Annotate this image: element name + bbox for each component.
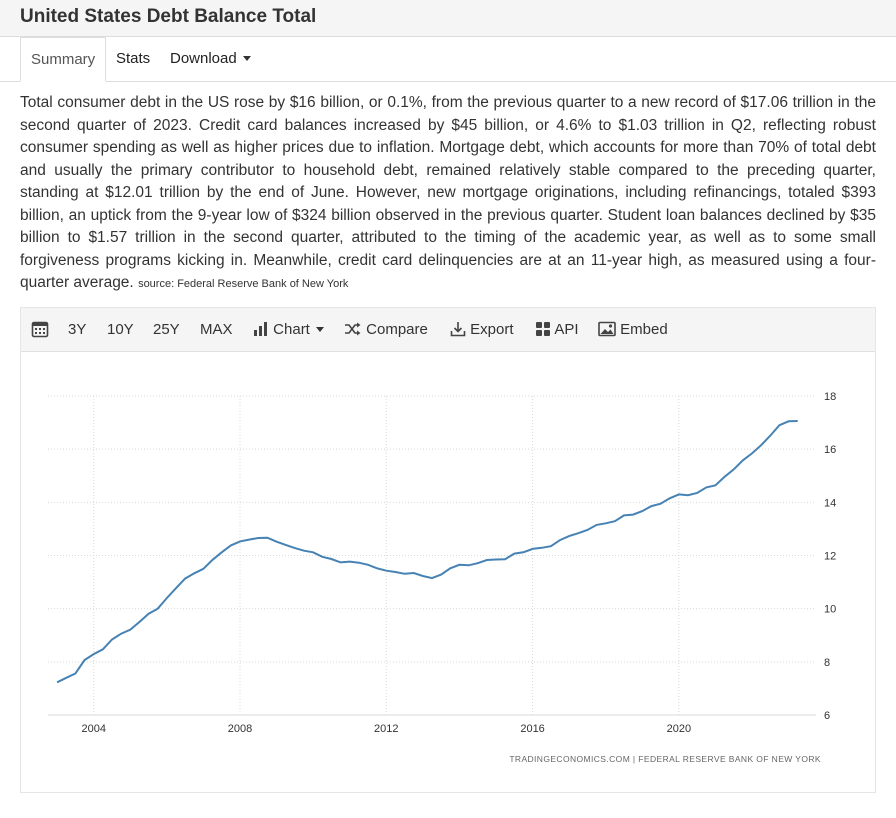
range-max-button[interactable]: MAX xyxy=(200,321,233,338)
caret-down-icon xyxy=(315,326,324,332)
title-bar: United States Debt Balance Total xyxy=(0,0,896,37)
tab-bar: Summary Stats Download xyxy=(0,37,896,82)
range-25y-button[interactable]: 25Y xyxy=(153,321,180,338)
y-tick-label: 16 xyxy=(824,444,836,456)
export-label: Export xyxy=(470,321,514,338)
tab-stats[interactable]: Stats xyxy=(106,37,160,81)
line-chart: 6 8 10 12 14 16 18 2004 2008 2012 2016 2020 TRADING… xyxy=(48,391,836,764)
chart-type-button[interactable]: Chart xyxy=(253,308,324,352)
grid-icon xyxy=(536,321,550,336)
page-title: United States Debt Balance Total xyxy=(20,6,317,27)
chart-watermark: TRADINGECONOMICS.COM | FEDERAL RESERVE B… xyxy=(509,754,821,764)
x-tick-label: 2012 xyxy=(374,723,398,735)
y-tick-label: 10 xyxy=(824,604,836,616)
tab-stats-label: Stats xyxy=(116,50,151,67)
compare-label: Compare xyxy=(366,321,428,338)
image-icon xyxy=(598,321,616,336)
chart-panel: 3Y 10Y 25Y MAX Chart Compare Export xyxy=(20,307,876,793)
summary-text: Total consumer debt in the US rose by $1… xyxy=(20,92,876,296)
embed-button[interactable]: Embed xyxy=(598,308,668,352)
y-tick-label: 18 xyxy=(824,391,836,403)
source-note: source: Federal Reserve Bank of New York xyxy=(138,278,349,290)
shuffle-icon xyxy=(345,322,361,336)
x-tick-label: 2016 xyxy=(520,723,544,735)
api-label: API xyxy=(554,321,579,338)
y-tick-label: 6 xyxy=(824,710,830,722)
tab-download[interactable]: Download xyxy=(160,37,261,81)
y-tick-label: 12 xyxy=(824,551,836,563)
export-button[interactable]: Export xyxy=(450,308,514,352)
series-line xyxy=(56,420,798,684)
x-tick-label: 2020 xyxy=(667,723,691,735)
y-tick-label: 8 xyxy=(824,657,830,669)
chart-toolbar: 3Y 10Y 25Y MAX Chart Compare Export xyxy=(21,308,875,352)
caret-down-icon xyxy=(242,55,251,61)
tab-summary-label: Summary xyxy=(31,51,96,68)
api-button[interactable]: API xyxy=(535,308,579,352)
range-10y-button[interactable]: 10Y xyxy=(107,321,134,338)
tab-download-label: Download xyxy=(170,50,237,67)
calendar-button[interactable] xyxy=(31,308,49,352)
tab-summary[interactable]: Summary xyxy=(20,37,106,82)
x-tick-label: 2004 xyxy=(81,723,105,735)
chart-type-label: Chart xyxy=(273,321,310,338)
range-3y-button[interactable]: 3Y xyxy=(68,321,87,338)
compare-button[interactable]: Compare xyxy=(344,308,428,352)
y-tick-label: 14 xyxy=(824,497,836,509)
embed-label: Embed xyxy=(620,321,668,338)
download-icon xyxy=(450,321,466,336)
x-tick-label: 2008 xyxy=(228,723,252,735)
calendar-icon xyxy=(31,321,49,337)
summary-body: Total consumer debt in the US rose by $1… xyxy=(20,94,876,291)
bar-chart-icon xyxy=(254,321,267,336)
